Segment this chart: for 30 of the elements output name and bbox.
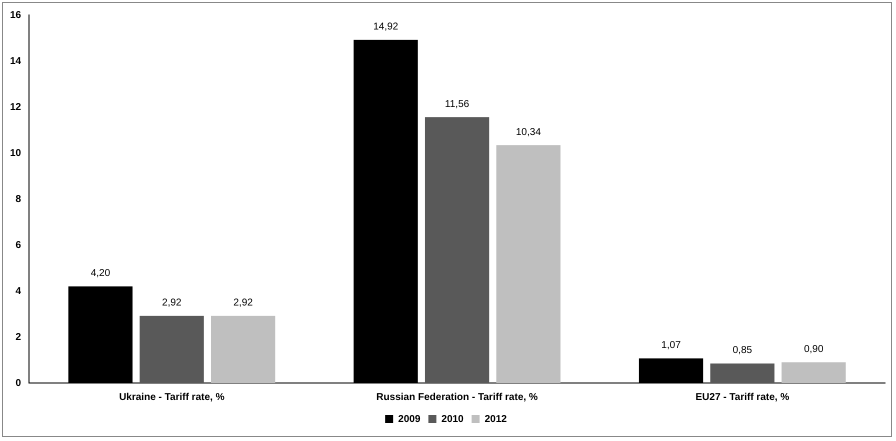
data-label: 14,92: [373, 22, 399, 33]
data-label: 2,92: [233, 298, 254, 309]
x-tick-label: EU27 - Tariff rate, %: [695, 392, 790, 403]
legend-label: 2010: [441, 414, 464, 425]
bar: [710, 363, 774, 383]
data-label: 10,34: [516, 126, 542, 138]
data-label: 1,07: [661, 340, 682, 352]
y-tick-label: 6: [16, 240, 22, 251]
y-tick-label: 16: [10, 10, 22, 21]
data-label: 0,85: [732, 345, 753, 356]
legend-label: 2009: [398, 414, 421, 425]
y-tick-label: 10: [10, 148, 22, 159]
y-tick-label: 2: [16, 332, 22, 343]
data-label: 0,90: [804, 344, 824, 356]
y-tick-label: 14: [10, 56, 22, 67]
bar: [210, 316, 276, 383]
y-tick-label: 12: [10, 102, 22, 113]
y-tick-label: 8: [16, 194, 22, 205]
y-tick-label: 4: [16, 286, 22, 297]
bar: [496, 145, 560, 383]
bar: [782, 362, 846, 383]
legend-label: 2012: [484, 414, 508, 425]
data-label: 2,92: [162, 298, 182, 309]
data-label: 4,20: [90, 268, 111, 280]
x-tick-label: Russian Federation - Tariff rate, %: [376, 392, 538, 403]
bar: [424, 117, 490, 383]
y-tick-label: 0: [16, 378, 22, 389]
bar: [140, 316, 204, 383]
data-label: 11,56: [444, 98, 470, 110]
x-tick-label: Ukraine - Tariff rate, %: [119, 392, 225, 403]
